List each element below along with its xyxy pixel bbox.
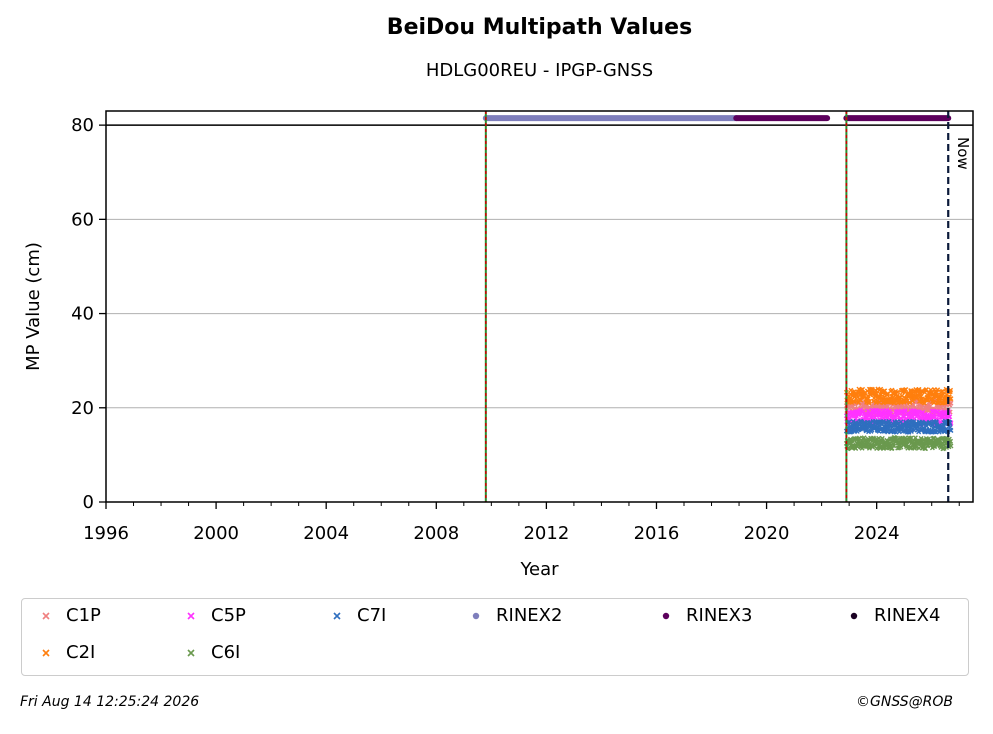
data-point-C2I <box>916 386 922 392</box>
x-marker-icon <box>36 611 56 621</box>
legend-item-C6I: C6I <box>181 642 240 663</box>
x-marker-icon <box>327 611 347 621</box>
legend-item-C7I: C7I <box>327 605 386 626</box>
chart-title: BeiDou Multipath Values <box>386 15 693 40</box>
y-tick-label-20: 20 <box>71 398 94 419</box>
data-point-C6I <box>908 435 914 441</box>
data-point-C5P <box>947 414 953 420</box>
legend-item-C2I: C2I <box>36 642 95 663</box>
legend-item-RINEX2: RINEX2 <box>466 605 562 626</box>
axes-layer: 1996 2000 2004 2008 2012 2016 2020 2024 0 20 40 60 8… <box>23 110 974 580</box>
series-C6I <box>843 435 954 452</box>
data-point-C2I <box>904 399 910 405</box>
y-tick-label-80: 80 <box>71 115 94 136</box>
x-marker-icon <box>181 648 201 658</box>
x-marker-icon <box>36 648 56 658</box>
dot-marker-icon <box>466 611 486 621</box>
legend-item-RINEX3: RINEX3 <box>656 605 752 626</box>
plot-frame <box>105 110 974 503</box>
data-point-C2I <box>869 386 875 392</box>
footer-copyright: ©GNSS@ROB <box>856 694 953 710</box>
data-point-C2I <box>940 388 945 394</box>
legend-item-C5P: C5P <box>181 605 246 626</box>
dot-marker-icon <box>656 611 676 621</box>
data-point-C2I <box>948 396 954 402</box>
legend-item-RINEX4: RINEX4 <box>844 605 940 626</box>
legend-label: RINEX2 <box>496 605 563 626</box>
data-point-C6I <box>913 444 919 450</box>
y-tick-label-60: 60 <box>71 209 94 230</box>
data-point-C6I <box>948 443 954 449</box>
data-point-C2I <box>866 399 872 405</box>
data-point-C2I <box>918 393 924 399</box>
x-marker-icon <box>181 611 201 621</box>
data-point-C2I <box>903 386 909 392</box>
x-tick-label-2024: 2024 <box>854 523 900 544</box>
x-tick-label-2016: 2016 <box>634 523 680 544</box>
data-layer: Now <box>482 111 972 502</box>
x-tick-label-2000: 2000 <box>193 523 239 544</box>
legend-label: RINEX3 <box>686 605 753 626</box>
data-point-C2I <box>935 387 941 393</box>
legend-label: C6I <box>211 642 241 663</box>
legend-item-C1P: C1P <box>36 605 101 626</box>
data-point-C2I <box>876 394 882 400</box>
x-tick-label-2008: 2008 <box>413 523 459 544</box>
data-point-C7I <box>879 422 885 428</box>
chart-subtitle: HDLG00REU - IPGP-GNSS <box>425 60 654 81</box>
data-point-C7I <box>846 419 852 425</box>
x-tick-label-2020: 2020 <box>744 523 790 544</box>
x-tick-label-2012: 2012 <box>523 523 569 544</box>
x-tick-label-1996: 1996 <box>83 523 129 544</box>
now-label: Now <box>954 137 972 170</box>
legend-label: C1P <box>66 605 101 626</box>
legend: C1P C5P C7I RINEX2 RINEX3 RINEX4 C2I C6I <box>21 598 969 676</box>
y-tick-label-0: 0 <box>83 492 94 513</box>
legend-label: C2I <box>66 642 96 663</box>
series-C7I <box>843 418 954 435</box>
x-axis-label: Year <box>519 559 559 580</box>
data-point-C6I <box>887 440 893 446</box>
legend-label: C5P <box>211 605 246 626</box>
footer-timestamp: Fri Aug 14 12:25:24 2026 <box>20 694 200 710</box>
y-tick-label-40: 40 <box>71 304 94 325</box>
x-tick-label-2004: 2004 <box>303 523 349 544</box>
legend-label: RINEX4 <box>874 605 941 626</box>
grid-layer <box>106 124 973 409</box>
data-point-C2I <box>895 389 901 395</box>
data-point-C2I <box>858 397 864 403</box>
series-C2I <box>843 386 954 406</box>
dot-marker-icon <box>844 611 864 621</box>
data-point-C1P <box>948 400 954 406</box>
data-point-C6I <box>891 443 897 449</box>
data-point-C2I <box>907 400 913 406</box>
legend-label: C7I <box>357 605 387 626</box>
y-axis-label: MP Value (cm) <box>23 242 44 371</box>
data-point-C7I <box>948 428 954 434</box>
data-point-C5P <box>915 409 921 415</box>
